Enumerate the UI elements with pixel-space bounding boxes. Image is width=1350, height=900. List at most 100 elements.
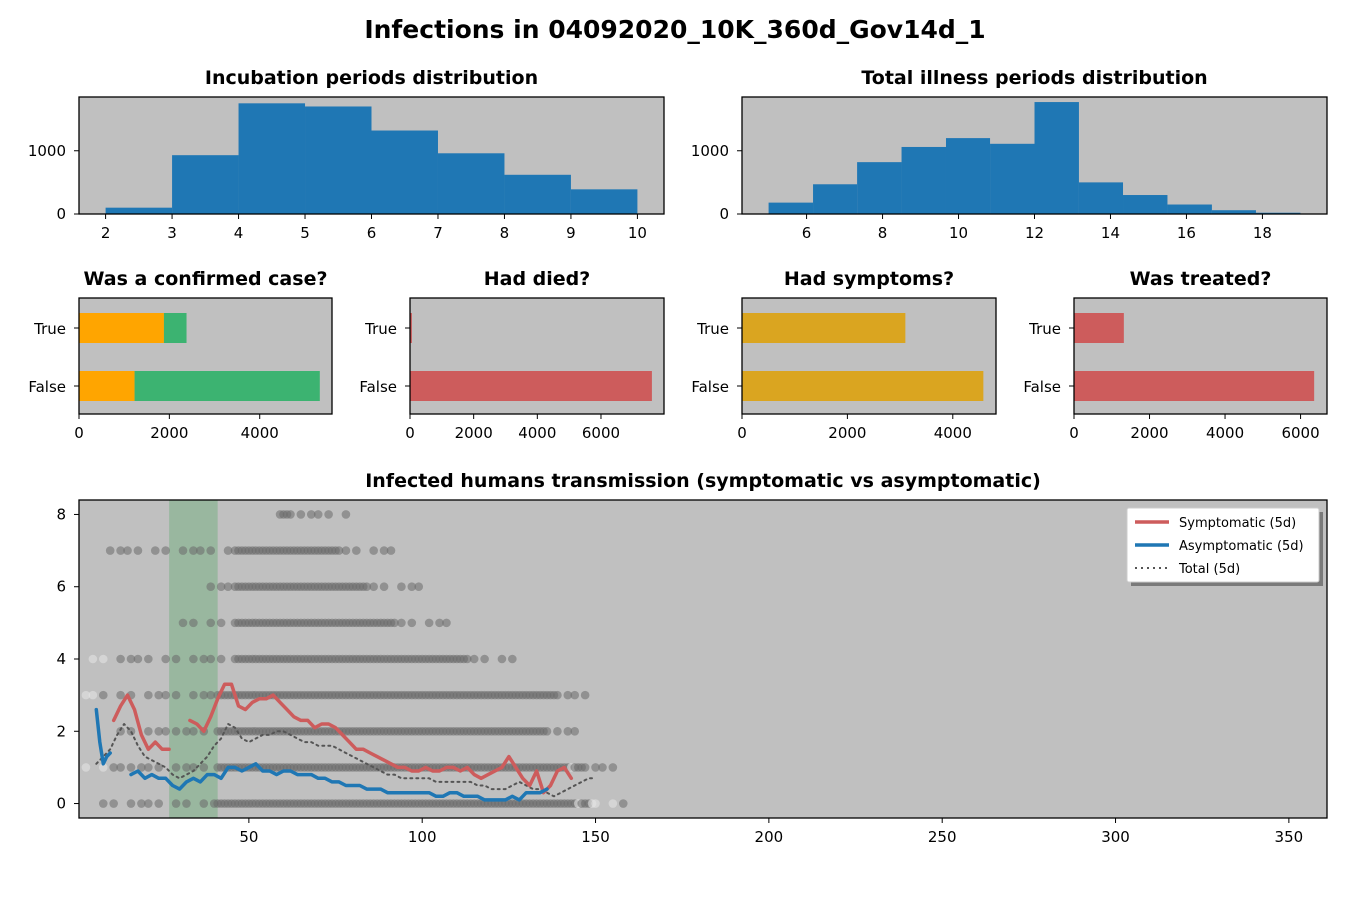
- scatter-point: [154, 799, 164, 808]
- treated-bar-false: [1074, 371, 1315, 401]
- symptoms-xtick-label: 4000: [934, 424, 972, 442]
- transmission-chart: 50 100 150 200 250 300 350 0 2 4 6 8 Infected humans…: [56, 470, 1328, 846]
- scatter-point: [563, 726, 573, 736]
- legend-label: Total (5d): [1178, 562, 1240, 577]
- scatter-point: [171, 763, 181, 772]
- incubation-xtick-label: 8: [500, 224, 510, 242]
- scatter-point: [154, 726, 164, 736]
- scatter-point: [407, 618, 417, 628]
- scatter-point: [178, 546, 188, 555]
- illness-bar: [990, 143, 1035, 214]
- scatter-point: [144, 690, 153, 700]
- scatter-point: [570, 726, 580, 736]
- scatter-point: [216, 582, 226, 592]
- confirmed-category-label: False: [28, 378, 66, 396]
- scatter-point: [508, 654, 517, 664]
- incubation-xtick-label: 6: [367, 224, 377, 242]
- transmission-xtick-label: 350: [1275, 828, 1304, 846]
- incubation-xtick-label: 5: [300, 224, 310, 242]
- scatter-point: [618, 799, 628, 808]
- scatter-point: [386, 546, 396, 555]
- scatter-point: [580, 690, 590, 700]
- scatter-point: [182, 763, 191, 772]
- illness-xtick-label: 6: [802, 224, 812, 242]
- scatter-point: [296, 510, 306, 519]
- scatter-point: [109, 799, 118, 808]
- confirmed-bar-true: [163, 313, 187, 343]
- illness-bar: [901, 146, 946, 214]
- scatter-point: [116, 546, 125, 555]
- scatter-point: [81, 690, 91, 700]
- scatter-point: [462, 654, 472, 664]
- treated-chart: True False 0 2000 4000 6000 Was treated?: [1023, 268, 1328, 442]
- scatter-point: [137, 799, 146, 808]
- transmission-xtick-label: 50: [239, 828, 258, 846]
- scatter-point: [206, 690, 216, 700]
- scatter-point: [154, 763, 164, 772]
- scatter-point: [324, 510, 333, 519]
- died-xtick-label: 0: [405, 424, 415, 442]
- illness-bar: [945, 138, 991, 214]
- scatter-point: [189, 763, 198, 772]
- symptoms-bar-true: [742, 313, 906, 343]
- illness-ytick-label: 1000: [691, 142, 729, 160]
- treated-axes-frame: [1073, 297, 1328, 415]
- incubation-bar: [371, 130, 438, 214]
- symptoms-xtick-label: 2000: [828, 424, 866, 442]
- scatter-point: [171, 799, 181, 808]
- scatter-point: [341, 546, 351, 555]
- illness-ytick-label: 0: [719, 205, 729, 223]
- died-xtick-label: 2000: [455, 424, 493, 442]
- scatter-point: [154, 690, 164, 700]
- scatter-point: [189, 618, 198, 628]
- scatter-point: [497, 654, 507, 664]
- symptoms-category-label: True: [696, 320, 729, 338]
- incubation-ytick-label: 1000: [28, 142, 66, 160]
- scatter-point: [216, 654, 226, 664]
- total-line: [95, 723, 597, 798]
- died-category-label: False: [359, 378, 397, 396]
- scatter-point: [161, 690, 170, 700]
- confirmed-bar-false: [134, 371, 320, 401]
- scatter-point: [435, 618, 444, 628]
- scatter-point: [390, 618, 399, 628]
- treated-bar-true: [1074, 313, 1124, 343]
- incubation-xtick-label: 4: [234, 224, 244, 242]
- scatter-point: [480, 654, 489, 664]
- scatter-point: [570, 690, 580, 700]
- figure-title: Infections in 04092020_10K_360d_Gov14d_1: [364, 15, 985, 44]
- scatter-point: [116, 763, 125, 772]
- symptoms-axes-frame: [741, 297, 997, 415]
- scatter-point: [133, 546, 143, 555]
- treated-xtick-label: 4000: [1206, 424, 1244, 442]
- died-bar-false: [410, 371, 652, 401]
- legend-box: [1126, 507, 1320, 583]
- scatter-point: [542, 726, 552, 736]
- symptomatic-line: [111, 682, 574, 795]
- incubation-bar: [305, 106, 372, 214]
- scatter-point: [98, 690, 108, 700]
- scatter-point: [171, 690, 181, 700]
- illness-xtick-label: 18: [1253, 224, 1272, 242]
- scatter-point: [189, 690, 198, 700]
- died-xtick-label: 6000: [582, 424, 620, 442]
- confirmed-axes-frame: [78, 297, 333, 415]
- confirmed-title: Was a confirmed case?: [84, 268, 328, 290]
- scatter-point: [206, 582, 216, 592]
- scatter-point: [98, 654, 108, 664]
- scatter-point: [109, 763, 118, 772]
- symptoms-category-label: False: [691, 378, 729, 396]
- illness-bar: [1123, 195, 1168, 214]
- incubation-xtick-label: 10: [628, 224, 647, 242]
- died-chart: True False 0 2000 4000 6000 Had died?: [359, 268, 665, 442]
- confirmed-xtick-label: 4000: [241, 424, 279, 442]
- scatter-point: [379, 546, 389, 555]
- transmission-xtick-label: 200: [755, 828, 784, 846]
- illness-bar: [857, 162, 902, 214]
- scatter-point: [126, 799, 136, 808]
- scatter-point: [199, 799, 209, 808]
- incubation-bar: [172, 155, 239, 214]
- incubation-bar: [238, 103, 306, 214]
- scatter-point: [161, 654, 170, 664]
